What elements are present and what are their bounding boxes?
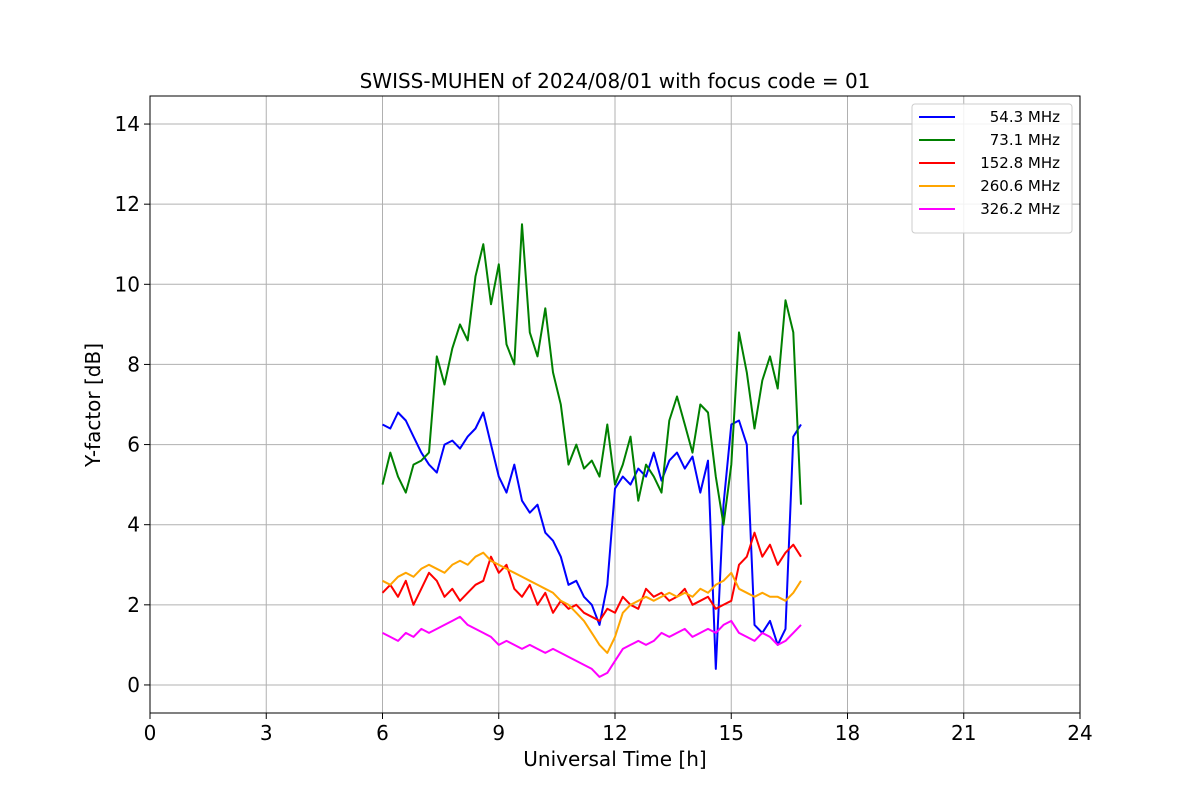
x-tick-label: 3 — [260, 721, 273, 745]
x-axis-ticks: 0 3 6 9 12 15 18 21 24 — [144, 713, 1093, 745]
series-line-4 — [382, 551, 802, 654]
y-tick-label: 0 — [127, 673, 140, 697]
x-tick-label: 6 — [376, 721, 389, 745]
legend-box — [911, 103, 1073, 234]
x-axis-label: Universal Time [h] — [523, 747, 706, 771]
chart-title: SWISS-MUHEN of 2024/08/01 with focus cod… — [360, 69, 871, 93]
series-line-2 — [381, 223, 802, 526]
legend-entry: 260.6 MHz — [980, 177, 1060, 195]
series-line-1 — [382, 411, 802, 670]
x-tick-label: 12 — [602, 721, 627, 745]
y-tick-label: 8 — [127, 352, 140, 376]
series-line-5 — [382, 615, 802, 678]
legend-entry: 326.2 MHz — [980, 200, 1060, 218]
x-tick-label: 24 — [1067, 721, 1092, 745]
x-tick-label: 21 — [951, 721, 976, 745]
legend-entry: 73.1 MHz — [990, 131, 1060, 149]
series-line-3 — [381, 531, 802, 622]
legend-entry: 152.8 MHz — [980, 154, 1060, 172]
y-tick-label: 10 — [115, 272, 140, 296]
series-lines — [381, 223, 802, 678]
y-axis-label: Y-factor [dB] — [81, 343, 105, 468]
legend: 54.3 MHz 73.1 MHz 152.8 MHz 260.6 MHz 326.2 … — [911, 103, 1073, 234]
y-tick-label: 2 — [127, 593, 140, 617]
x-tick-label: 9 — [492, 721, 505, 745]
x-tick-label: 0 — [144, 721, 157, 745]
x-tick-label: 15 — [719, 721, 744, 745]
y-tick-label: 14 — [115, 112, 140, 136]
y-tick-label: 12 — [115, 192, 140, 216]
legend-entry: 54.3 MHz — [990, 108, 1060, 126]
y-axis-ticks: 0 2 4 6 8 10 12 14 — [115, 112, 150, 697]
x-tick-label: 18 — [835, 721, 860, 745]
y-tick-label: 4 — [127, 513, 140, 537]
y-tick-label: 6 — [127, 433, 140, 457]
